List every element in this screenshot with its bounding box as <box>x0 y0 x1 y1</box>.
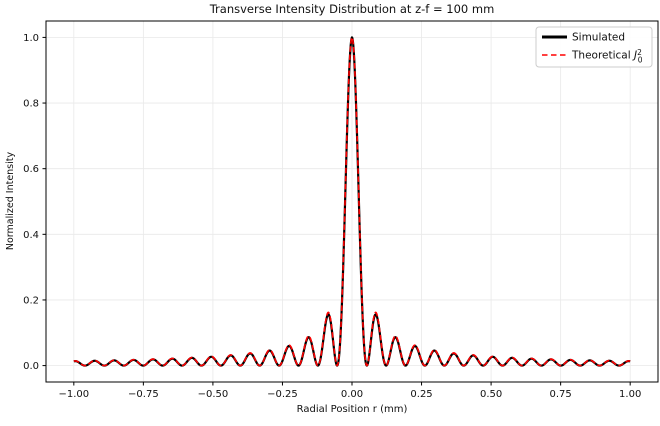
x-tick-label: 0.75 <box>550 389 572 400</box>
x-tick-label: −0.25 <box>267 389 298 400</box>
y-tick-label: 0.6 <box>23 164 39 175</box>
x-tick-label: −0.50 <box>198 389 229 400</box>
y-axis-label: Normalized Intensity <box>5 152 16 251</box>
plot-series <box>73 36 631 367</box>
axis-ticks: −1.00 −0.75 −0.50 −0.25 0.00 0.25 0.50 0.75 1.00… <box>23 33 641 400</box>
y-tick-label: 1.0 <box>23 33 39 44</box>
series-line-theoretical <box>73 36 631 367</box>
grid-lines <box>46 21 658 382</box>
chart-title: Transverse Intensity Distribution at z-f… <box>209 2 495 16</box>
legend-label-simulated: Simulated <box>572 32 625 44</box>
legend-box: Simulated Theoretical J2 0 <box>535 26 653 68</box>
y-tick-label: 0.8 <box>23 99 39 110</box>
x-tick-label: 0.50 <box>480 389 502 400</box>
y-tick-label: 0.0 <box>23 361 39 372</box>
x-tick-label: −0.75 <box>128 389 159 400</box>
legend-label-theoretical: Theoretical J2 0 <box>571 48 643 65</box>
x-axis-label: Radial Position r (mm) <box>297 404 408 415</box>
x-tick-label: −1.00 <box>58 389 89 400</box>
y-tick-label: 0.2 <box>23 295 39 306</box>
x-tick-label: 0.00 <box>341 389 363 400</box>
x-tick-label: 1.00 <box>619 389 641 400</box>
y-tick-label: 0.4 <box>23 230 39 241</box>
x-tick-label: 0.25 <box>410 389 432 400</box>
